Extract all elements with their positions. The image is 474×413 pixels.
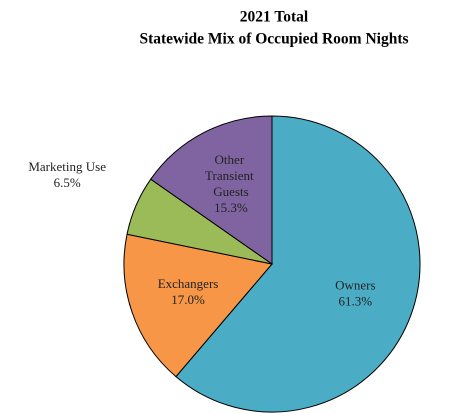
slice-label-line: Marketing Use [28,159,106,174]
pie-slice [175,115,421,413]
slice-label-line: Guests [213,184,248,199]
value-label: 6.5% [54,175,81,190]
value-label: 61.3% [339,294,373,309]
slice-label-line: Other [215,152,248,167]
chart-title: Statewide Mix of Occupied Room Nights [139,31,408,48]
value-label: 17.0% [171,292,205,307]
slice-label: Other Transient Guests [205,152,257,199]
slice-label-line: Exchangers [158,276,219,291]
slice-label-line: Owners [335,278,375,293]
chart-title: 2021 Total [240,9,309,26]
slice-label: Exchangers [158,276,219,291]
pie-slice [150,115,273,265]
pie-slice [123,233,273,378]
slice-label-line: Transient [205,168,257,183]
value-label: 15.3% [214,200,248,215]
slice-label: Marketing Use [28,159,106,174]
slice-label: Owners [335,278,375,293]
